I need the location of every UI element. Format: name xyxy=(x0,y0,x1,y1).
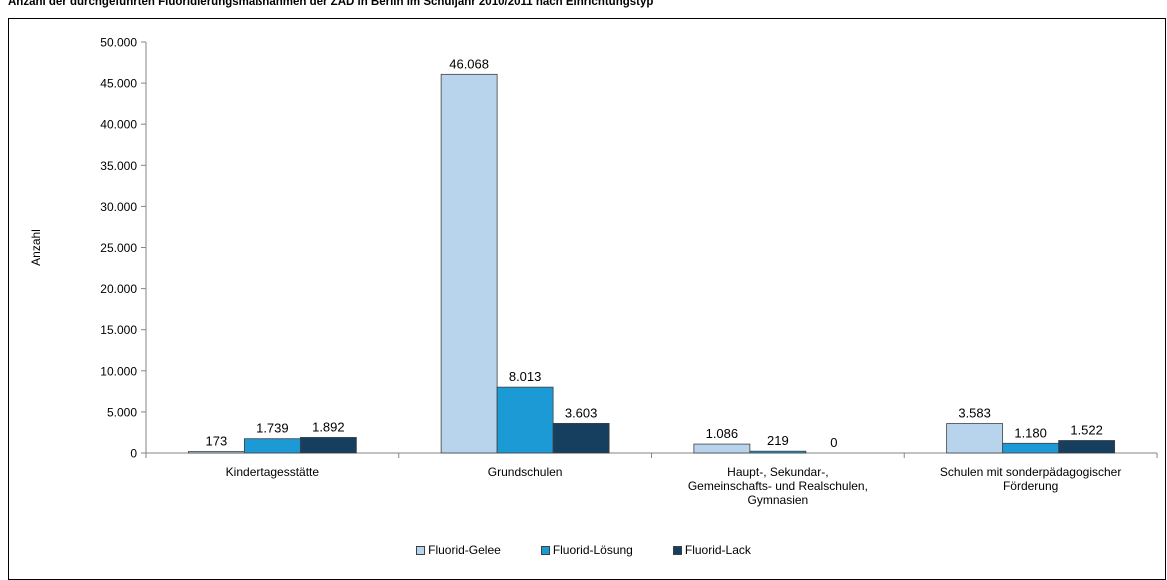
x-tick-label: Kindertagesstätte xyxy=(226,465,320,479)
y-tick-label: 5.000 xyxy=(107,405,137,419)
data-label: 3.583 xyxy=(958,406,991,421)
legend-label-fluorid-gelee: Fluorid-Gelee xyxy=(428,543,501,557)
legend-swatch-fluorid-lack xyxy=(672,545,682,555)
data-label: 219 xyxy=(767,433,789,448)
bar xyxy=(496,386,554,454)
legend: Fluorid-Gelee Fluorid-Lösung Fluorid-Lac… xyxy=(0,543,1167,557)
legend-swatch-fluorid-gelee xyxy=(416,545,426,555)
bar xyxy=(440,73,498,454)
legend-swatch-fluorid-loesung xyxy=(540,545,550,555)
y-tick-label: 45.000 xyxy=(100,77,137,91)
y-tick-label: 10.000 xyxy=(100,364,137,378)
y-axis-label: Anzahl xyxy=(29,229,43,266)
data-label: 46.068 xyxy=(449,56,489,71)
data-label: 173 xyxy=(206,434,228,449)
y-tick-label: 0 xyxy=(130,447,137,461)
y-tick-label: 25.000 xyxy=(100,241,137,255)
bar xyxy=(693,443,751,454)
y-tick-label: 30.000 xyxy=(100,200,137,214)
legend-label-fluorid-lack: Fluorid-Lack xyxy=(684,543,751,557)
chart-title: Anzahl der durchgeführten Fluoridierungs… xyxy=(8,0,654,8)
data-label: 1.522 xyxy=(1070,422,1103,437)
data-label: 1.892 xyxy=(312,419,345,434)
legend-item-fluorid-loesung: Fluorid-Lösung xyxy=(540,543,633,557)
data-label: 8.013 xyxy=(509,369,542,384)
y-tick-label: 20.000 xyxy=(100,282,137,296)
data-label: 3.603 xyxy=(565,405,598,420)
data-label: 1.086 xyxy=(706,426,739,441)
data-label: 1.739 xyxy=(256,421,289,436)
y-tick-label: 35.000 xyxy=(100,159,137,173)
y-tick-label: 15.000 xyxy=(100,323,137,337)
legend-label-fluorid-loesung: Fluorid-Lösung xyxy=(552,543,633,557)
legend-item-fluorid-lack: Fluorid-Lack xyxy=(672,543,751,557)
bar xyxy=(946,423,1004,454)
y-tick-label: 50.000 xyxy=(100,36,137,50)
bar xyxy=(749,450,807,454)
legend-item-fluorid-gelee: Fluorid-Gelee xyxy=(416,543,501,557)
bar xyxy=(1058,440,1116,454)
bar xyxy=(299,437,357,454)
bar xyxy=(1002,442,1060,454)
data-label: 0 xyxy=(830,435,837,450)
bar xyxy=(552,422,610,454)
bar xyxy=(187,451,245,454)
y-tick-label: 40.000 xyxy=(100,118,137,132)
x-tick-label: Grundschulen xyxy=(488,465,563,479)
x-tick-label: Schulen mit sonderpädagogischer Förderung xyxy=(940,465,1121,493)
x-tick-label: Haupt-, Sekundar-, Gemeinschafts- und Rea… xyxy=(688,465,868,507)
bar xyxy=(243,438,301,454)
data-label: 1.180 xyxy=(1014,425,1047,440)
